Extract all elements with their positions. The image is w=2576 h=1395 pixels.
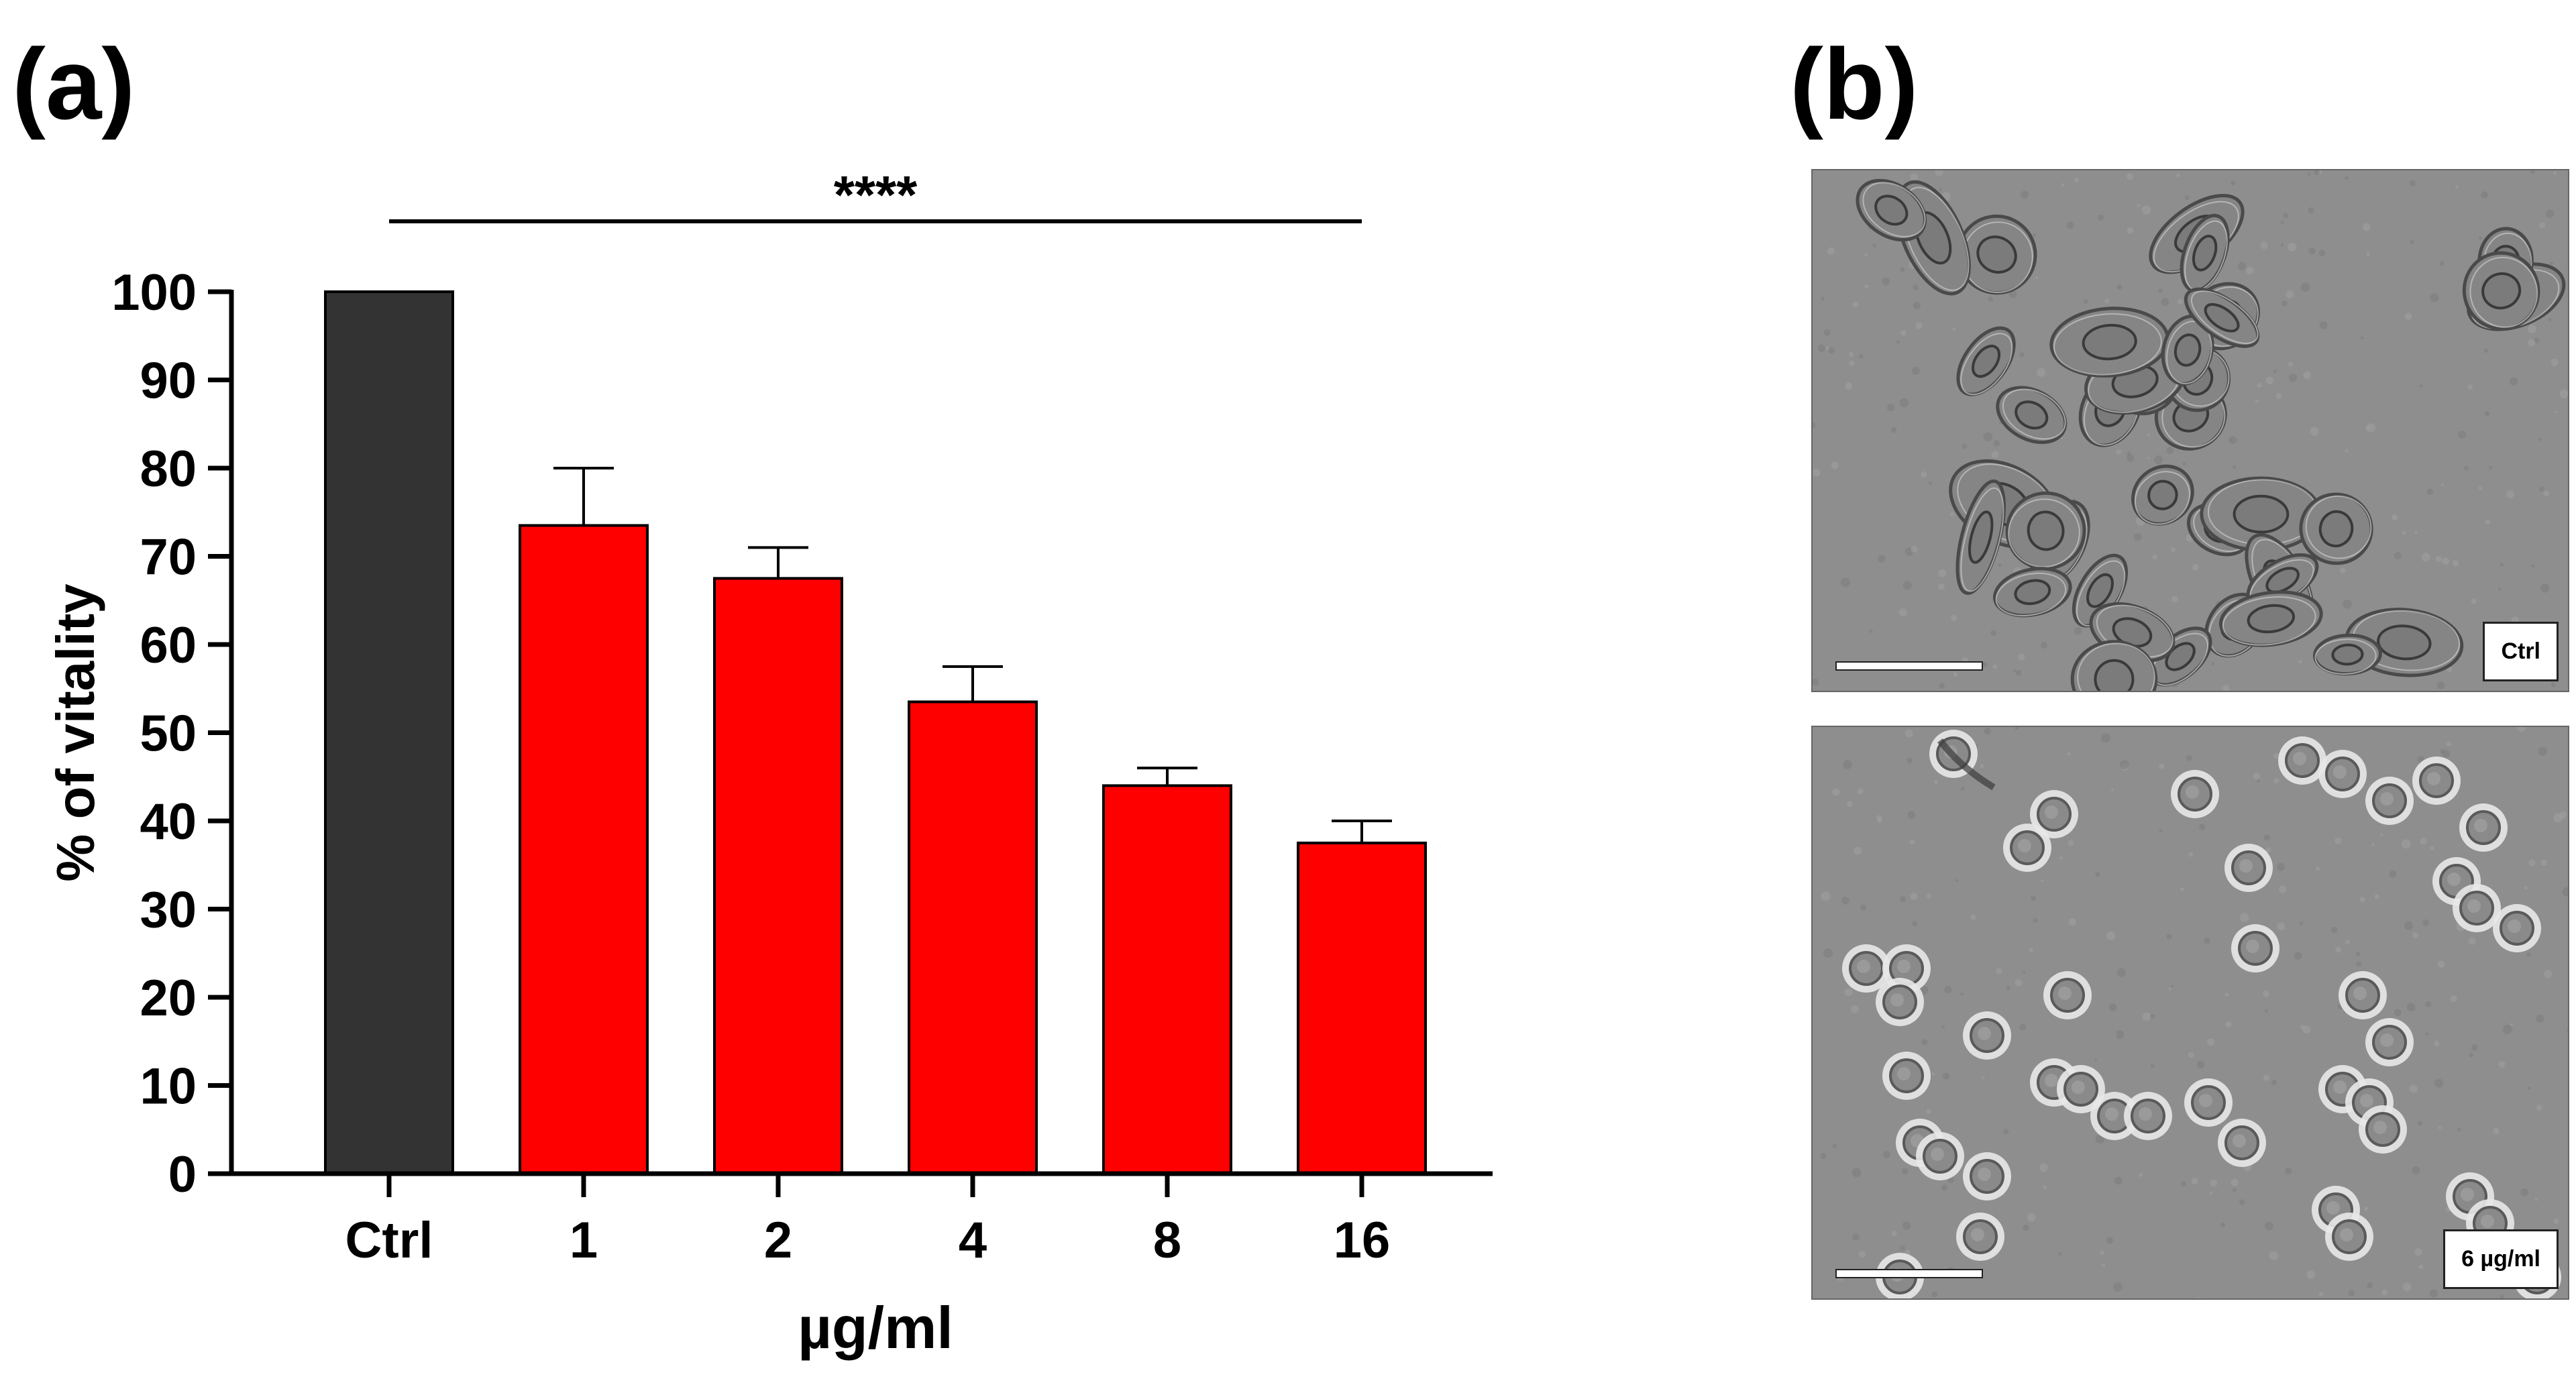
panel-b-label: (b)	[1790, 27, 1919, 140]
x-tick-label-4: 4	[959, 1212, 987, 1269]
bar-4	[908, 700, 1038, 1175]
bar-chart: Ctrl 1 2 4 8 16 0 10 20 30 40 50 60 70 80 90 100 % of vit…	[46, 165, 1493, 1361]
bar-8	[1102, 784, 1232, 1175]
y-tick-label-30: 30	[140, 882, 197, 939]
y-tick-label-80: 80	[140, 441, 197, 498]
micrograph-treated: 6 µg/ml	[1811, 726, 2569, 1300]
scale-bar	[1835, 1269, 1983, 1278]
panel-a-label: (a)	[12, 27, 136, 140]
bar-Ctrl	[324, 290, 454, 1175]
treated-cells-image	[1813, 727, 2568, 1298]
bar-1	[519, 524, 649, 1175]
x-tick-label-Ctrl: Ctrl	[345, 1212, 433, 1269]
control-cells-image	[1813, 170, 2568, 691]
x-tick-label-8: 8	[1153, 1212, 1181, 1269]
bar-16	[1297, 841, 1427, 1175]
micrograph-background	[1813, 727, 2568, 1298]
y-axis-title: % of vitality	[46, 583, 105, 882]
y-tick-label-50: 50	[140, 706, 197, 763]
y-tick-label-70: 70	[140, 529, 197, 586]
y-tick-label-0: 0	[168, 1146, 197, 1203]
x-tick-label-16: 16	[1334, 1212, 1391, 1269]
debris-streak	[1937, 738, 1996, 791]
y-tick-label-60: 60	[140, 617, 197, 674]
x-tick-label-2: 2	[764, 1212, 792, 1269]
bar-2	[713, 577, 843, 1175]
significance-asterisks: ****	[834, 165, 918, 225]
y-tick-label-90: 90	[140, 353, 197, 410]
x-tick-label-1: 1	[570, 1212, 598, 1269]
micrograph-tag-treated: 6 µg/ml	[2443, 1229, 2559, 1289]
micrograph-control: Ctrl	[1811, 169, 2569, 692]
x-axis-title: µg/ml	[798, 1294, 953, 1361]
y-tick-label-20: 20	[140, 970, 197, 1027]
y-tick-label-100: 100	[111, 264, 197, 321]
scale-bar	[1835, 661, 1983, 671]
micrograph-tag-ctrl: Ctrl	[2483, 622, 2559, 681]
y-tick-label-40: 40	[140, 793, 197, 850]
y-tick-label-10: 10	[140, 1058, 197, 1115]
